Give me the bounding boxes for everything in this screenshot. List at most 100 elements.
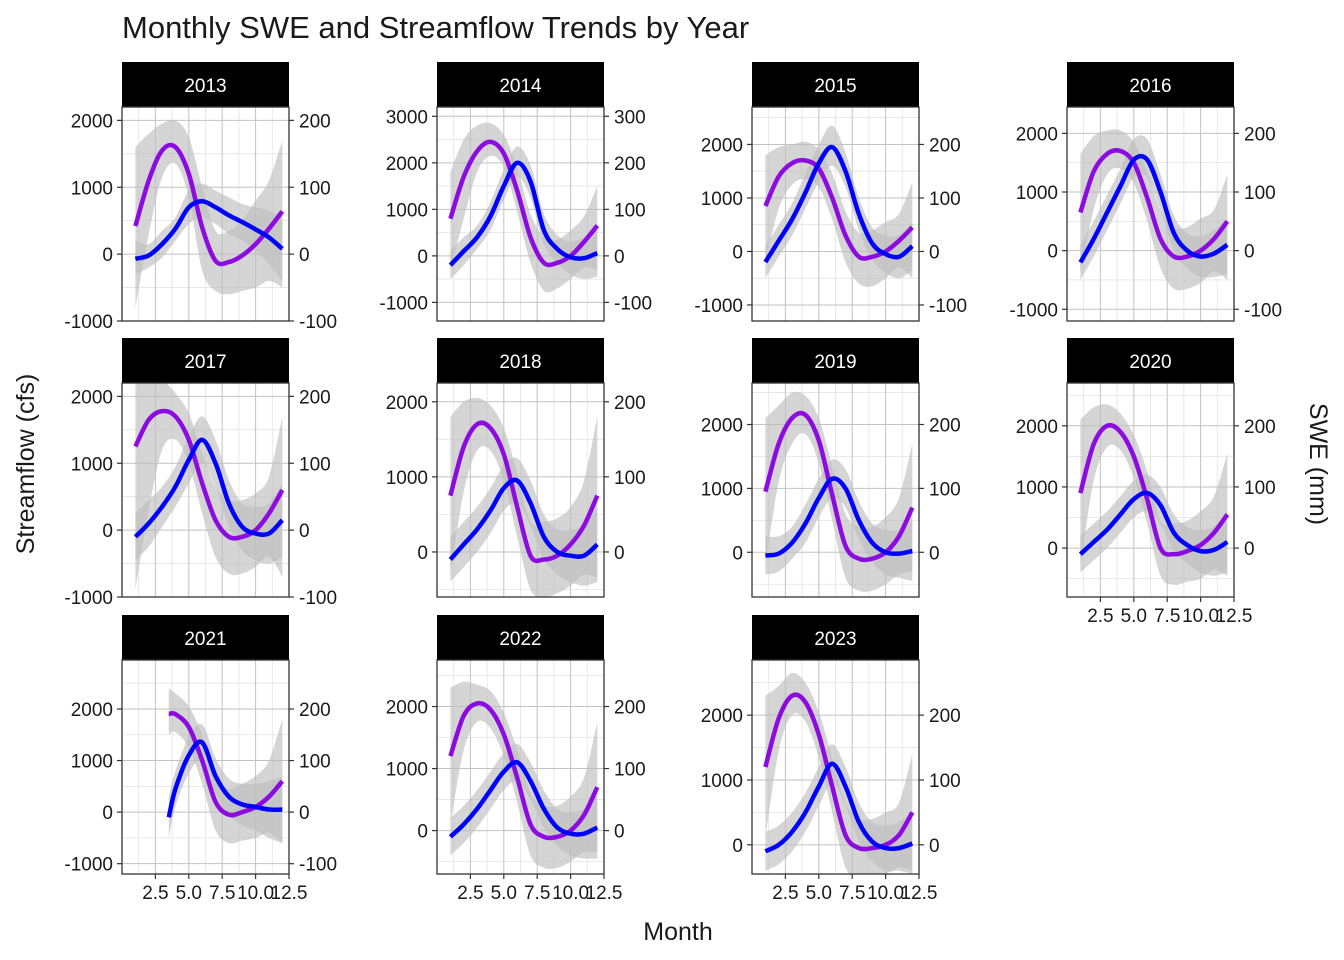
strip-background: [122, 615, 289, 660]
streamflow-confidence-band: [450, 146, 598, 280]
right-axis-title: SWE (mm): [1304, 403, 1332, 525]
x-tick-label: 10.0: [237, 883, 274, 904]
streamflow-line: [764, 761, 914, 854]
right-tick-label: 300: [614, 107, 646, 128]
right-tick-label: 200: [614, 698, 646, 719]
left-tick-label: 0: [102, 521, 113, 542]
swe-line: [448, 700, 600, 841]
left-tick-label: 2000: [701, 416, 743, 437]
panel-border: [121, 382, 290, 598]
x-tick-label: 7.5: [209, 883, 235, 904]
left-tick-label: 1000: [71, 752, 113, 773]
left-tick-label: 1000: [1016, 478, 1058, 499]
strip-background: [752, 62, 919, 107]
left-tick-label: -1000: [64, 312, 113, 333]
chart-title: Monthly SWE and Streamflow Trends by Yea…: [122, 10, 749, 45]
streamflow-line: [1078, 153, 1229, 264]
streamflow-confidence-band: [135, 183, 283, 281]
panel-border: [436, 382, 605, 598]
right-tick-label: -100: [1244, 300, 1282, 321]
x-axis-title: Month: [643, 918, 712, 946]
left-tick-label: 1000: [1016, 183, 1058, 204]
strip-label-2016: 2016: [1129, 76, 1171, 97]
swe-confidence-band: [765, 672, 913, 874]
strip-label-2018: 2018: [499, 352, 541, 373]
x-tick-label: 7.5: [839, 883, 865, 904]
x-tick-label: 7.5: [524, 883, 550, 904]
x-tick-label: 7.5: [1154, 606, 1180, 627]
streamflow-confidence-band: [765, 125, 913, 279]
x-tick-label: 12.5: [1216, 606, 1253, 627]
streamflow-line: [134, 199, 284, 261]
strip-background: [752, 615, 919, 660]
swe-line: [1078, 422, 1230, 557]
plot-area: [1078, 404, 1230, 585]
plot-area: [166, 688, 285, 844]
streamflow-line: [166, 739, 283, 818]
right-tick-label: 100: [614, 468, 646, 489]
streamflow-line: [765, 476, 913, 558]
strip-background: [122, 338, 289, 383]
x-tick-label: 5.0: [176, 883, 202, 904]
right-tick-label: 200: [614, 393, 646, 414]
plot-area: [763, 672, 915, 874]
left-tick-label: 2000: [1016, 417, 1058, 438]
streamflow-confidence-band: [1080, 135, 1228, 280]
swe-line: [448, 139, 600, 268]
left-tick-label: 1000: [71, 454, 113, 475]
panel-border: [121, 106, 290, 322]
right-tick-label: 0: [299, 245, 310, 266]
plot-area: [133, 383, 285, 591]
left-tick-label: 2000: [71, 700, 113, 721]
left-tick-label: 1000: [701, 771, 743, 792]
left-tick-label: 2000: [1016, 124, 1058, 145]
panel-border: [436, 106, 605, 322]
x-tick-label: 10.0: [552, 883, 589, 904]
streamflow-line: [448, 160, 599, 267]
x-tick-label: 10.0: [867, 883, 904, 904]
right-tick-label: 200: [1244, 417, 1276, 438]
left-tick-label: 1000: [386, 468, 428, 489]
swe-line: [763, 692, 915, 852]
right-tick-label: 100: [929, 771, 961, 792]
swe-line: [133, 408, 285, 541]
plot-area: [448, 681, 600, 869]
panel-border: [751, 382, 920, 598]
left-tick-label: 0: [417, 247, 428, 268]
right-tick-label: 200: [299, 111, 331, 132]
swe-line: [133, 142, 285, 267]
right-tick-label: 200: [929, 416, 961, 437]
right-tick-label: -100: [299, 855, 337, 876]
right-tick-label: 100: [614, 200, 646, 221]
left-tick-label: 1000: [386, 200, 428, 221]
strip-label-2017: 2017: [184, 352, 226, 373]
right-tick-label: 0: [1244, 539, 1255, 560]
right-tick-label: 0: [929, 836, 940, 857]
left-tick-label: 2000: [386, 154, 428, 175]
left-tick-label: 2000: [386, 698, 428, 719]
panel-2018: 2018 0 0 1000 100 2000 200: [386, 338, 646, 598]
right-tick-label: 200: [929, 706, 961, 727]
strip-label-2021: 2021: [184, 629, 226, 650]
streamflow-confidence-band: [168, 723, 283, 844]
left-tick-label: 0: [1047, 539, 1058, 560]
swe-line: [763, 157, 914, 261]
strip-label-2020: 2020: [1129, 352, 1171, 373]
plot-area: [763, 125, 914, 287]
left-tick-label: 0: [417, 543, 428, 564]
streamflow-line: [1078, 490, 1229, 556]
right-tick-label: 100: [1244, 183, 1276, 204]
left-tick-label: 0: [102, 245, 113, 266]
right-tick-label: -100: [299, 588, 337, 609]
swe-line: [1078, 148, 1230, 261]
panel-border: [751, 659, 920, 875]
strip-background: [1067, 338, 1234, 383]
right-tick-label: -100: [299, 312, 337, 333]
left-tick-label: 0: [1047, 242, 1058, 263]
streamflow-line: [133, 437, 284, 539]
right-tick-label: 100: [299, 454, 331, 475]
